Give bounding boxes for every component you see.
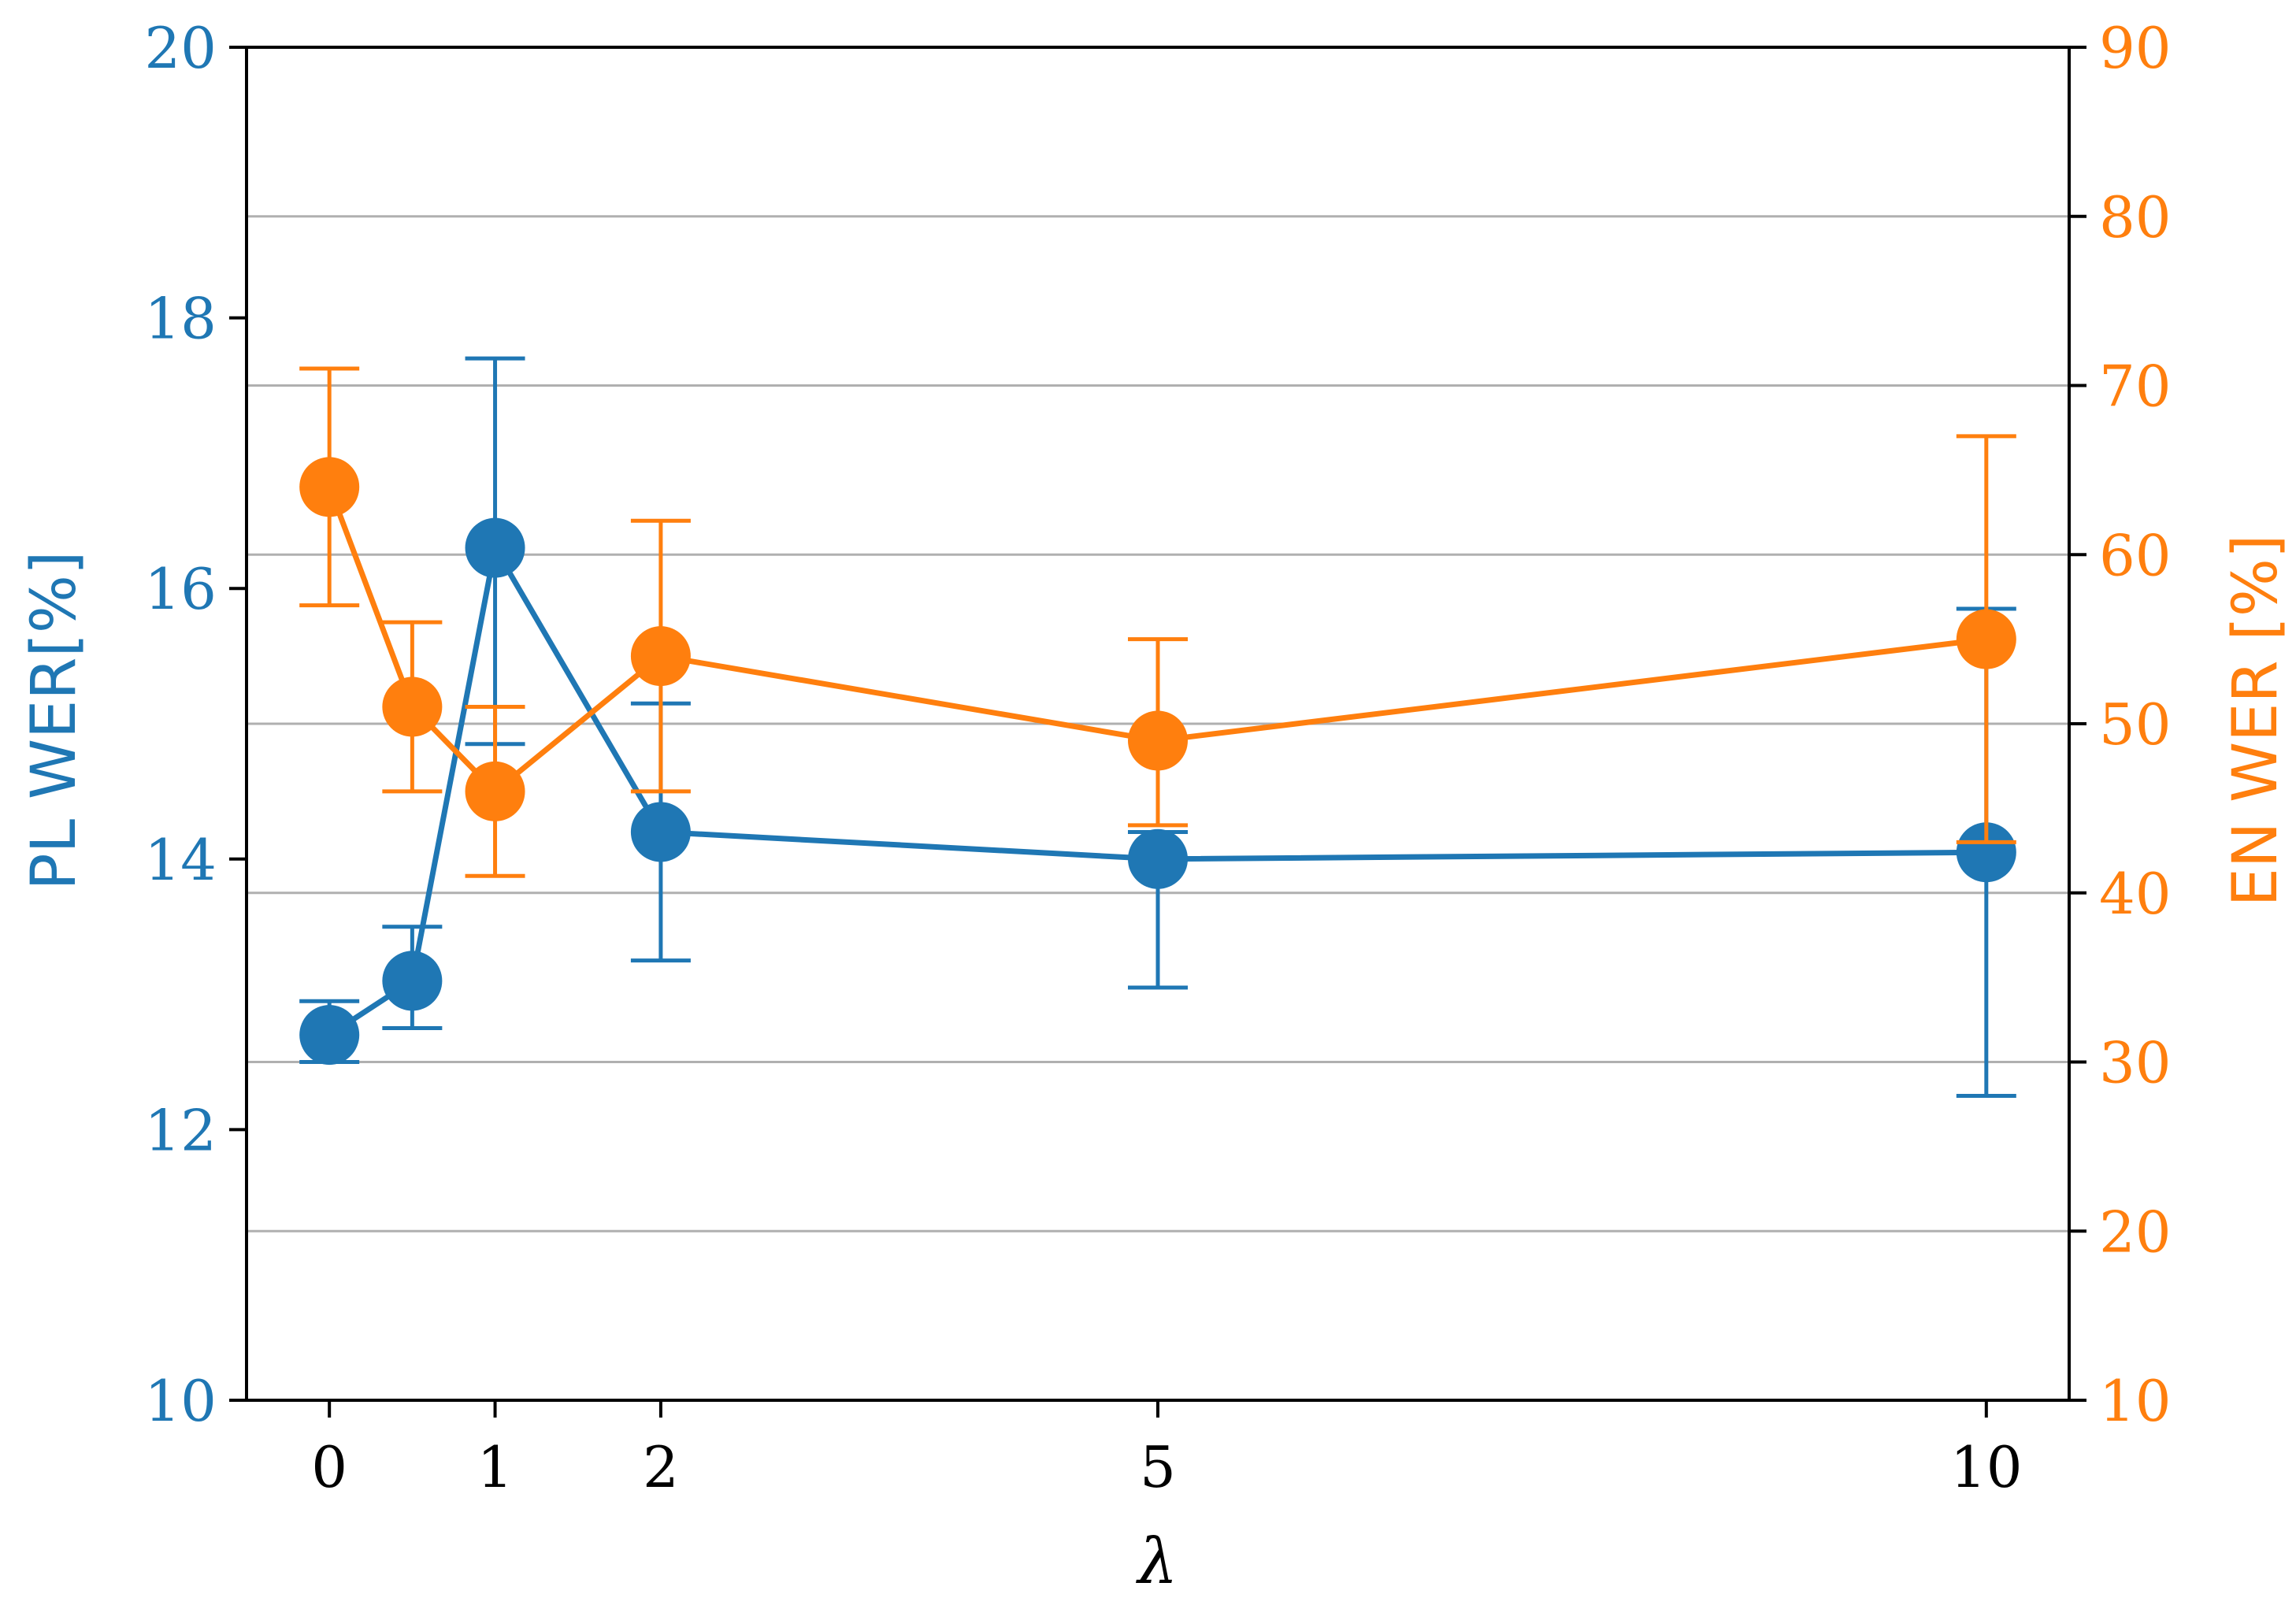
en-wer-point [1128, 710, 1188, 771]
en-wer-line [326, 486, 1987, 795]
en-wer-point [1956, 609, 2016, 669]
series [299, 356, 2016, 1098]
en-wer-point [630, 626, 691, 687]
right-y-tick-label: 80 [2099, 184, 2172, 250]
right-y-tick-label: 10 [2099, 1368, 2172, 1434]
x-tick-label: 10 [1950, 1434, 2023, 1500]
pl-wer-point [1956, 822, 2016, 883]
right-axis-label: EN WER [%] [2220, 535, 2291, 907]
x-tick-label: 1 [477, 1434, 514, 1500]
pl-wer-point [630, 802, 691, 862]
left-y-tick-label: 16 [144, 556, 217, 622]
en-wer-series [299, 366, 2016, 878]
right-y-tick-label: 90 [2099, 15, 2172, 81]
left-y-tick-label: 10 [144, 1368, 217, 1434]
right-y-tick-label: 30 [2099, 1030, 2172, 1096]
x-tick-label: 5 [1140, 1434, 1176, 1500]
pl-wer-point [465, 517, 525, 578]
right-y-tick-label: 20 [2099, 1199, 2172, 1265]
en-wer-point [382, 676, 443, 737]
x-axis-label: λ [1136, 1525, 1178, 1598]
right-y-tick-label: 60 [2099, 522, 2172, 588]
right-y-tick-label: 50 [2099, 691, 2172, 758]
left-y-tick-label: 20 [144, 15, 217, 81]
left-axis-label: PL WER[%] [19, 551, 90, 891]
right-y-tick-label: 40 [2099, 861, 2172, 927]
pl-wer-series [299, 356, 2016, 1098]
right-y-tick-label: 70 [2099, 354, 2172, 420]
x-tick-label: 2 [643, 1434, 679, 1500]
x-tick-label: 0 [311, 1434, 347, 1500]
left-y-tick-label: 14 [144, 827, 217, 893]
left-y-tick-label: 12 [144, 1097, 217, 1163]
left-y-tick-label: 18 [144, 286, 217, 352]
pl-wer-point [382, 951, 443, 1011]
pl-wer-point [299, 1005, 360, 1066]
pl-wer-point [1128, 828, 1188, 889]
en-wer-point [299, 457, 360, 517]
en-wer-point [465, 761, 525, 821]
